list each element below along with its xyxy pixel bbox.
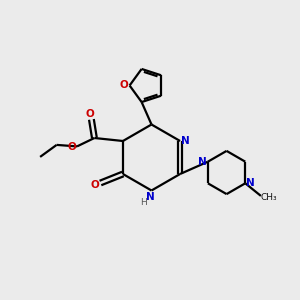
Text: N: N [246, 178, 255, 188]
Text: N: N [146, 192, 154, 202]
Text: O: O [120, 80, 129, 90]
Text: CH₃: CH₃ [260, 193, 277, 202]
Text: O: O [91, 180, 100, 190]
Text: N: N [198, 157, 207, 167]
Text: N: N [181, 136, 189, 146]
Text: O: O [68, 142, 76, 152]
Text: O: O [86, 109, 94, 119]
Text: H: H [140, 198, 147, 207]
